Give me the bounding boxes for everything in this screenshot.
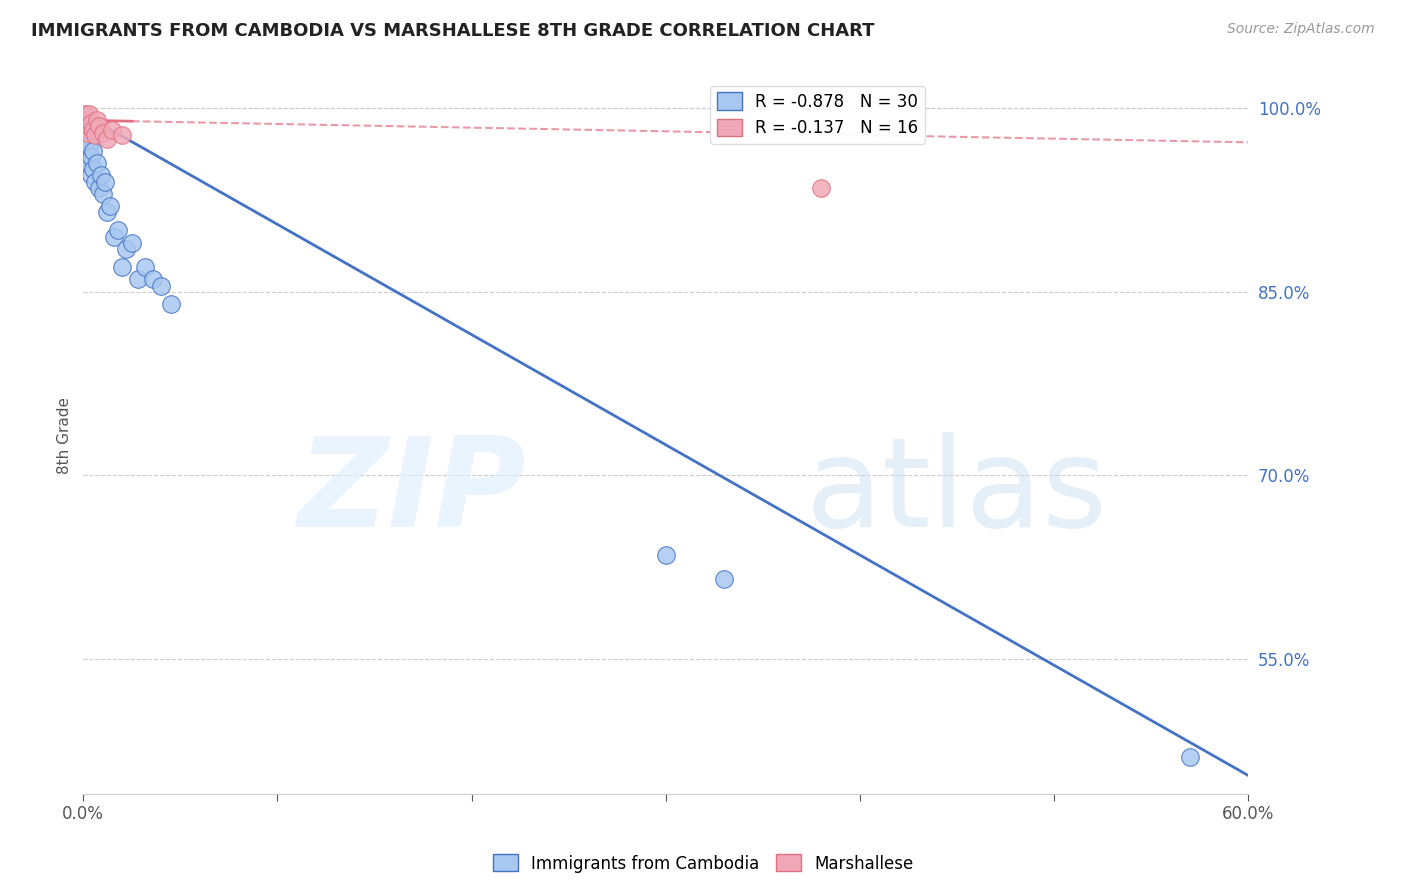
- Point: [100, 199, 122, 213]
- Point: [654, 548, 676, 562]
- Point: [76, 150, 98, 164]
- Point: [76, 126, 98, 140]
- Point: [80, 116, 103, 130]
- Point: [159, 297, 181, 311]
- Text: IMMIGRANTS FROM CAMBODIA VS MARSHALLESE 8TH GRADE CORRELATION CHART: IMMIGRANTS FROM CAMBODIA VS MARSHALLESE …: [31, 22, 875, 40]
- Text: atlas: atlas: [806, 433, 1108, 553]
- Point: [115, 242, 138, 256]
- Point: [76, 131, 98, 145]
- Point: [90, 169, 112, 183]
- Point: [96, 205, 118, 219]
- Point: [86, 156, 108, 170]
- Point: [810, 180, 832, 194]
- Point: [84, 174, 107, 188]
- Point: [111, 260, 134, 275]
- Point: [75, 107, 97, 121]
- Point: [84, 128, 107, 142]
- Point: [713, 573, 735, 587]
- Point: [86, 113, 108, 128]
- Point: [77, 120, 100, 134]
- Point: [103, 229, 125, 244]
- Point: [80, 169, 103, 183]
- Point: [111, 128, 134, 142]
- Text: ZIP: ZIP: [297, 433, 526, 553]
- Point: [96, 131, 118, 145]
- Point: [77, 156, 100, 170]
- Point: [1178, 750, 1201, 764]
- Point: [91, 126, 114, 140]
- Legend: R = -0.878   N = 30, R = -0.137   N = 16: R = -0.878 N = 30, R = -0.137 N = 16: [710, 86, 925, 144]
- Point: [149, 278, 172, 293]
- Point: [77, 107, 100, 121]
- Point: [127, 272, 149, 286]
- Point: [87, 120, 110, 134]
- Point: [75, 120, 97, 134]
- Legend: Immigrants from Cambodia, Marshallese: Immigrants from Cambodia, Marshallese: [486, 847, 920, 880]
- Point: [91, 186, 114, 201]
- Point: [101, 123, 124, 137]
- Point: [142, 272, 165, 286]
- Point: [77, 137, 100, 152]
- Text: Source: ZipAtlas.com: Source: ZipAtlas.com: [1227, 22, 1375, 37]
- Point: [107, 223, 129, 237]
- Point: [76, 113, 98, 128]
- Point: [82, 123, 104, 137]
- Y-axis label: 8th Grade: 8th Grade: [58, 397, 72, 474]
- Point: [82, 162, 104, 177]
- Point: [93, 174, 115, 188]
- Point: [82, 144, 104, 158]
- Point: [121, 235, 143, 250]
- Point: [134, 260, 156, 275]
- Point: [80, 150, 103, 164]
- Point: [75, 137, 97, 152]
- Point: [87, 180, 110, 194]
